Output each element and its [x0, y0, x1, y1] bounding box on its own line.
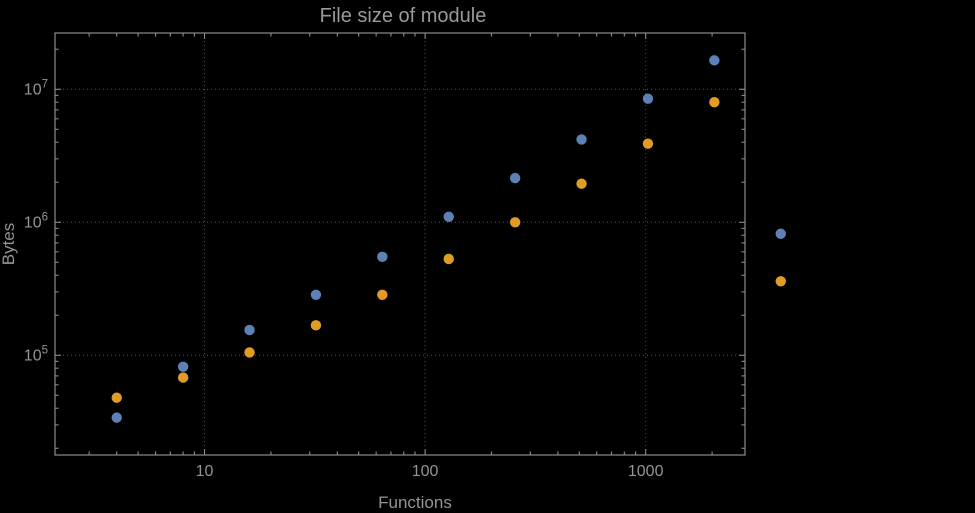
data-point-series-orange — [111, 392, 122, 403]
data-point-series-blue — [775, 228, 786, 239]
data-point-series-blue — [709, 55, 720, 66]
data-point-series-orange — [642, 138, 654, 149]
data-point-series-blue — [377, 251, 388, 263]
data-point-series-orange — [177, 372, 189, 383]
x-tick-label: 10 — [196, 463, 214, 480]
data-point-series-orange — [576, 178, 587, 189]
data-point-series-blue — [244, 324, 255, 336]
x-axis-label: Functions — [378, 493, 452, 512]
y-tick-label: 106 — [24, 211, 48, 231]
data-point-series-blue — [576, 134, 587, 145]
data-point-series-orange — [443, 253, 454, 265]
data-point-series-blue — [642, 93, 654, 104]
data-point-series-blue — [177, 361, 189, 372]
y-axis-label: Bytes — [0, 223, 18, 266]
data-point-series-blue — [509, 172, 521, 184]
y-tick-label: 107 — [24, 78, 48, 98]
data-point-series-orange — [775, 276, 786, 287]
x-tick-label: 1000 — [628, 463, 664, 480]
data-point-series-orange — [310, 320, 322, 331]
data-point-series-blue — [111, 412, 122, 423]
frame-layer — [54, 32, 746, 456]
data-point-series-orange — [509, 217, 521, 228]
data-point-series-orange — [244, 347, 255, 358]
data-point-series-orange — [709, 96, 720, 108]
plot-frame — [54, 32, 746, 456]
tick-label-layer: 10 100 1000 105 106 107 — [24, 78, 664, 480]
x-tick-label: 100 — [412, 463, 439, 480]
data-point-series-orange — [377, 289, 388, 301]
chart-title: File size of module — [320, 5, 487, 27]
grid-layer — [55, 33, 745, 455]
data-point-layer — [111, 55, 786, 423]
data-point-series-blue — [443, 211, 454, 222]
data-point-series-blue — [310, 289, 322, 301]
tick-layer — [55, 33, 745, 455]
y-tick-label: 105 — [24, 344, 48, 364]
